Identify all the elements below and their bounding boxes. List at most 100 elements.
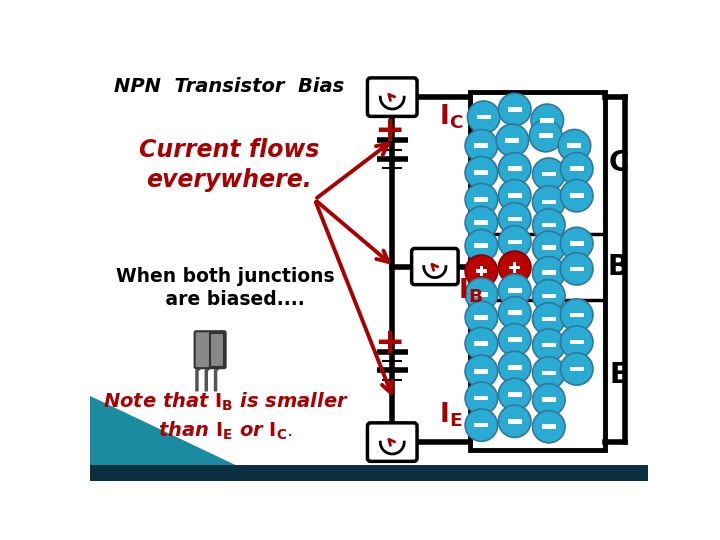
Bar bbox=[210, 333, 224, 367]
Circle shape bbox=[498, 296, 531, 329]
Circle shape bbox=[533, 231, 565, 264]
Text: B: B bbox=[608, 253, 629, 281]
Text: C: C bbox=[608, 149, 629, 177]
Circle shape bbox=[533, 303, 565, 335]
Bar bbox=[505, 138, 519, 143]
Bar bbox=[474, 315, 488, 320]
Bar bbox=[508, 310, 521, 315]
Text: When both junctions
   are biased....: When both junctions are biased.... bbox=[117, 267, 335, 309]
Text: $\mathbf{I_E}$: $\mathbf{I_E}$ bbox=[438, 401, 462, 429]
Circle shape bbox=[498, 323, 531, 356]
Circle shape bbox=[533, 280, 565, 312]
Circle shape bbox=[498, 226, 531, 258]
Circle shape bbox=[498, 378, 531, 410]
Bar bbox=[477, 115, 490, 119]
Circle shape bbox=[560, 326, 593, 358]
Bar bbox=[508, 365, 521, 370]
Bar bbox=[474, 144, 488, 148]
FancyBboxPatch shape bbox=[367, 78, 417, 117]
Bar bbox=[508, 338, 521, 342]
Circle shape bbox=[465, 301, 498, 334]
Bar bbox=[474, 396, 488, 401]
Circle shape bbox=[465, 206, 498, 239]
Circle shape bbox=[465, 184, 498, 215]
Bar bbox=[508, 288, 521, 293]
Circle shape bbox=[465, 382, 498, 414]
Circle shape bbox=[498, 351, 531, 383]
Bar bbox=[474, 244, 488, 248]
Text: NPN  Transistor  Bias: NPN Transistor Bias bbox=[114, 77, 345, 96]
Bar bbox=[480, 266, 483, 276]
Bar bbox=[474, 341, 488, 346]
Bar bbox=[513, 262, 516, 273]
Bar bbox=[542, 316, 556, 321]
Circle shape bbox=[533, 383, 565, 416]
Bar bbox=[508, 419, 521, 423]
Bar bbox=[476, 269, 487, 273]
Circle shape bbox=[498, 251, 531, 284]
Bar bbox=[570, 313, 584, 318]
Bar bbox=[542, 343, 556, 347]
Bar bbox=[210, 333, 224, 367]
Circle shape bbox=[533, 256, 565, 289]
Circle shape bbox=[465, 157, 498, 189]
Bar bbox=[542, 222, 556, 227]
Circle shape bbox=[560, 253, 593, 285]
Bar bbox=[542, 370, 556, 375]
Circle shape bbox=[465, 255, 498, 287]
Bar bbox=[570, 367, 584, 371]
Bar bbox=[508, 217, 521, 221]
Text: Note that $\mathbf{I_B}$ is smaller
than $\mathbf{I_E}$ or $\mathbf{I_C}.$: Note that $\mathbf{I_B}$ is smaller than… bbox=[102, 390, 348, 442]
Circle shape bbox=[465, 409, 498, 441]
Circle shape bbox=[465, 355, 498, 387]
Bar bbox=[540, 118, 554, 123]
FancyBboxPatch shape bbox=[194, 331, 225, 368]
Bar bbox=[542, 294, 556, 298]
Circle shape bbox=[465, 230, 498, 262]
Bar bbox=[90, 465, 648, 481]
Circle shape bbox=[498, 274, 531, 307]
FancyBboxPatch shape bbox=[367, 423, 417, 461]
Text: E: E bbox=[609, 361, 628, 389]
Bar bbox=[539, 133, 553, 138]
Bar bbox=[542, 271, 556, 275]
Bar bbox=[474, 292, 488, 296]
Bar bbox=[542, 172, 556, 177]
Circle shape bbox=[496, 124, 528, 157]
Circle shape bbox=[465, 327, 498, 360]
Bar bbox=[508, 193, 521, 198]
Circle shape bbox=[465, 278, 498, 310]
Bar bbox=[542, 245, 556, 249]
Circle shape bbox=[533, 410, 565, 443]
Bar bbox=[542, 397, 556, 402]
Bar bbox=[469, 92, 606, 450]
Text: +: + bbox=[374, 326, 405, 360]
Circle shape bbox=[498, 153, 531, 185]
Circle shape bbox=[560, 299, 593, 331]
Circle shape bbox=[533, 356, 565, 389]
Text: $\mathbf{I_B}$: $\mathbf{I_B}$ bbox=[458, 277, 483, 306]
Text: $\mathbf{I_C}$: $\mathbf{I_C}$ bbox=[438, 102, 463, 131]
Polygon shape bbox=[90, 396, 269, 481]
Bar bbox=[542, 424, 556, 429]
Circle shape bbox=[498, 405, 531, 437]
Bar bbox=[570, 166, 584, 171]
Bar bbox=[508, 107, 521, 112]
Bar bbox=[474, 220, 488, 225]
Circle shape bbox=[498, 179, 531, 212]
Circle shape bbox=[560, 353, 593, 385]
Bar bbox=[542, 200, 556, 204]
Circle shape bbox=[560, 179, 593, 212]
Bar bbox=[508, 392, 521, 396]
FancyBboxPatch shape bbox=[412, 248, 458, 285]
Bar bbox=[567, 144, 581, 148]
Bar bbox=[474, 369, 488, 374]
Circle shape bbox=[467, 101, 500, 133]
Bar bbox=[508, 166, 521, 171]
Bar bbox=[474, 170, 488, 175]
Circle shape bbox=[558, 130, 590, 162]
Circle shape bbox=[533, 209, 565, 241]
Circle shape bbox=[560, 153, 593, 185]
Text: Current flows
everywhere.: Current flows everywhere. bbox=[139, 138, 320, 192]
Bar bbox=[474, 423, 488, 428]
